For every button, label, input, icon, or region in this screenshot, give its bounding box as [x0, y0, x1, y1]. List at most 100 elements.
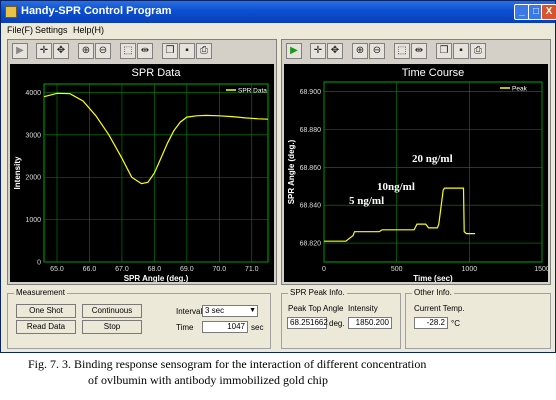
spr-toolbar: ▶ ✛ ✥ ⊕ ⊖ ⬚ ⇹ ❐ ▪ ⎙ — [10, 42, 274, 62]
y-axis-label: Intensity — [13, 156, 22, 189]
menu-file[interactable]: File(F) — [7, 25, 33, 35]
y-tick-label: 68.860 — [300, 165, 322, 172]
y-tick-label: 68.880 — [300, 127, 322, 134]
caption-line-1: Fig. 7. 3. Binding response sensogram fo… — [28, 357, 427, 371]
y-tick-label: 3000 — [25, 132, 41, 139]
y-tick-label: 68.820 — [300, 241, 322, 248]
pan-icon[interactable]: ✥ — [53, 43, 69, 59]
time-unit: sec — [251, 323, 264, 332]
close-button[interactable]: X — [541, 4, 556, 20]
other-info-group-title: Other Info. — [412, 288, 454, 297]
x-tick-label: 71.0 — [245, 266, 259, 273]
y-tick-label: 0 — [37, 260, 41, 267]
zoom-in-icon[interactable]: ⊕ — [78, 43, 94, 59]
peak-info-group-title: SPR Peak Info. — [288, 288, 347, 297]
y-axis-label: SPR Angle (deg.) — [287, 139, 296, 204]
x-axis-label: SPR Angle (deg.) — [124, 274, 189, 282]
peak-angle-field: 68.251662 — [287, 317, 328, 329]
series-line — [43, 92, 269, 185]
peak-top-angle-label: Peak Top Angle — [288, 304, 344, 313]
continuous-button[interactable]: Continuous — [82, 304, 142, 318]
save-icon[interactable]: ▪ — [179, 43, 195, 59]
other-info-group: Other Info. Current Temp. -28.2 °C — [405, 288, 551, 349]
x-tick-label: 70.0 — [212, 266, 226, 273]
x-tick-label: 1500 — [534, 266, 548, 273]
time-course-chart[interactable]: Time Course 0 500 1000 1500 68.820 68.840 68.86… — [284, 64, 548, 282]
figure-caption: Fig. 7. 3. Binding response sensogram fo… — [28, 356, 548, 388]
x-tick-label: 69.0 — [180, 266, 194, 273]
time-label: Time — [176, 323, 194, 332]
menu-settings[interactable]: Settings — [35, 25, 68, 35]
time-course-svg: Time Course 0 500 1000 1500 68.820 68.840 68.86… — [287, 67, 548, 282]
move-crosshair-icon[interactable]: ✛ — [310, 43, 326, 59]
zoom-box-icon[interactable]: ⬚ — [394, 43, 410, 59]
current-temp-label: Current Temp. — [414, 304, 465, 313]
spr-data-svg: SPR Data 65.0 66.0 67.0 68.0 69.0 70.0 71.0 0 100… — [13, 67, 269, 282]
read-data-button[interactable]: Read Data — [16, 320, 76, 334]
menu-bar: File(F) Settings Help(H) — [1, 23, 555, 37]
temp-unit: °C — [451, 319, 460, 328]
chevron-down-icon[interactable]: ▼ — [249, 307, 256, 314]
fit-icon[interactable]: ⇹ — [411, 43, 427, 59]
chart-title: Time Course — [402, 67, 465, 79]
intensity-label: Intensity — [348, 304, 378, 313]
y-tick-label: 2000 — [25, 175, 41, 182]
save-icon[interactable]: ▪ — [453, 43, 469, 59]
time-course-toolbar: ▶ ✛ ✥ ⊕ ⊖ ⬚ ⇹ ❐ ▪ ⎙ — [284, 42, 548, 62]
play-icon[interactable]: ▶ — [286, 43, 302, 59]
concentration-annotation: 10ng/ml — [377, 181, 415, 193]
pan-icon[interactable]: ✥ — [327, 43, 343, 59]
stop-button[interactable]: Stop — [82, 320, 142, 334]
play-icon[interactable]: ▶ — [12, 43, 28, 59]
peak-info-group: SPR Peak Info. Peak Top Angle Intensity … — [281, 288, 401, 349]
plot-frame — [323, 81, 543, 263]
interval-select[interactable]: 3 sec ▼ — [202, 305, 258, 317]
interval-label: Interval — [176, 307, 203, 316]
one-shot-button[interactable]: One Shot — [16, 304, 76, 318]
spr-data-panel: ▶ ✛ ✥ ⊕ ⊖ ⬚ ⇹ ❐ ▪ ⎙ SPR Data 65.0 66.0 67.0… — [7, 39, 277, 285]
print-icon[interactable]: ⎙ — [470, 43, 486, 59]
x-tick-label: 500 — [391, 266, 403, 273]
x-tick-label: 68.0 — [148, 266, 162, 273]
window-title: Handy-SPR Control Program — [21, 5, 172, 17]
menu-help[interactable]: Help(H) — [73, 25, 105, 35]
measurement-group-title: Measurement — [14, 288, 67, 297]
x-tick-label: 66.0 — [83, 266, 97, 273]
app-icon — [5, 6, 17, 18]
app-window: Handy-SPR Control Program _ □ X File(F) … — [0, 0, 556, 353]
y-tick-label: 1000 — [25, 217, 41, 224]
x-tick-label: 67.0 — [115, 266, 129, 273]
zoom-box-icon[interactable]: ⬚ — [120, 43, 136, 59]
y-tick-label: 68.840 — [300, 203, 322, 210]
zoom-out-icon[interactable]: ⊖ — [369, 43, 385, 59]
x-axis-label: Time (sec) — [413, 274, 453, 282]
plot-frame — [43, 83, 269, 263]
copy-icon[interactable]: ❐ — [162, 43, 178, 59]
y-tick-label: 4000 — [25, 90, 41, 97]
fit-icon[interactable]: ⇹ — [137, 43, 153, 59]
concentration-annotation: 20 ng/ml — [412, 153, 453, 165]
x-tick-label: 65.0 — [50, 266, 64, 273]
time-course-panel: ▶ ✛ ✥ ⊕ ⊖ ⬚ ⇹ ❐ ▪ ⎙ Time Course 0 500 1000 1… — [281, 39, 551, 285]
zoom-out-icon[interactable]: ⊖ — [95, 43, 111, 59]
chart-title: SPR Data — [132, 67, 182, 79]
x-tick-label: 0 — [322, 266, 326, 273]
caption-line-2: of ovlbumin with antibody immobilized go… — [88, 373, 328, 387]
x-tick-label: 1000 — [462, 266, 478, 273]
intensity-field: 1850.200 — [348, 317, 392, 329]
zoom-in-icon[interactable]: ⊕ — [352, 43, 368, 59]
series-line — [324, 187, 476, 242]
peak-angle-unit: deg. — [329, 319, 345, 328]
legend-label: SPR Data — [238, 88, 267, 95]
concentration-annotation: 5 ng/ml — [349, 195, 384, 207]
temp-field: -28.2 — [414, 317, 448, 329]
interval-value: 3 sec — [205, 306, 225, 315]
print-icon[interactable]: ⎙ — [196, 43, 212, 59]
time-field[interactable]: 1047 — [202, 321, 248, 333]
copy-icon[interactable]: ❐ — [436, 43, 452, 59]
y-tick-label: 68.900 — [300, 89, 322, 96]
title-bar[interactable]: Handy-SPR Control Program _ □ X — [1, 1, 556, 23]
measurement-group: Measurement One Shot Continuous Read Dat… — [7, 288, 271, 349]
move-crosshair-icon[interactable]: ✛ — [36, 43, 52, 59]
spr-data-chart[interactable]: SPR Data 65.0 66.0 67.0 68.0 69.0 70.0 71.0 0 100… — [10, 64, 274, 282]
